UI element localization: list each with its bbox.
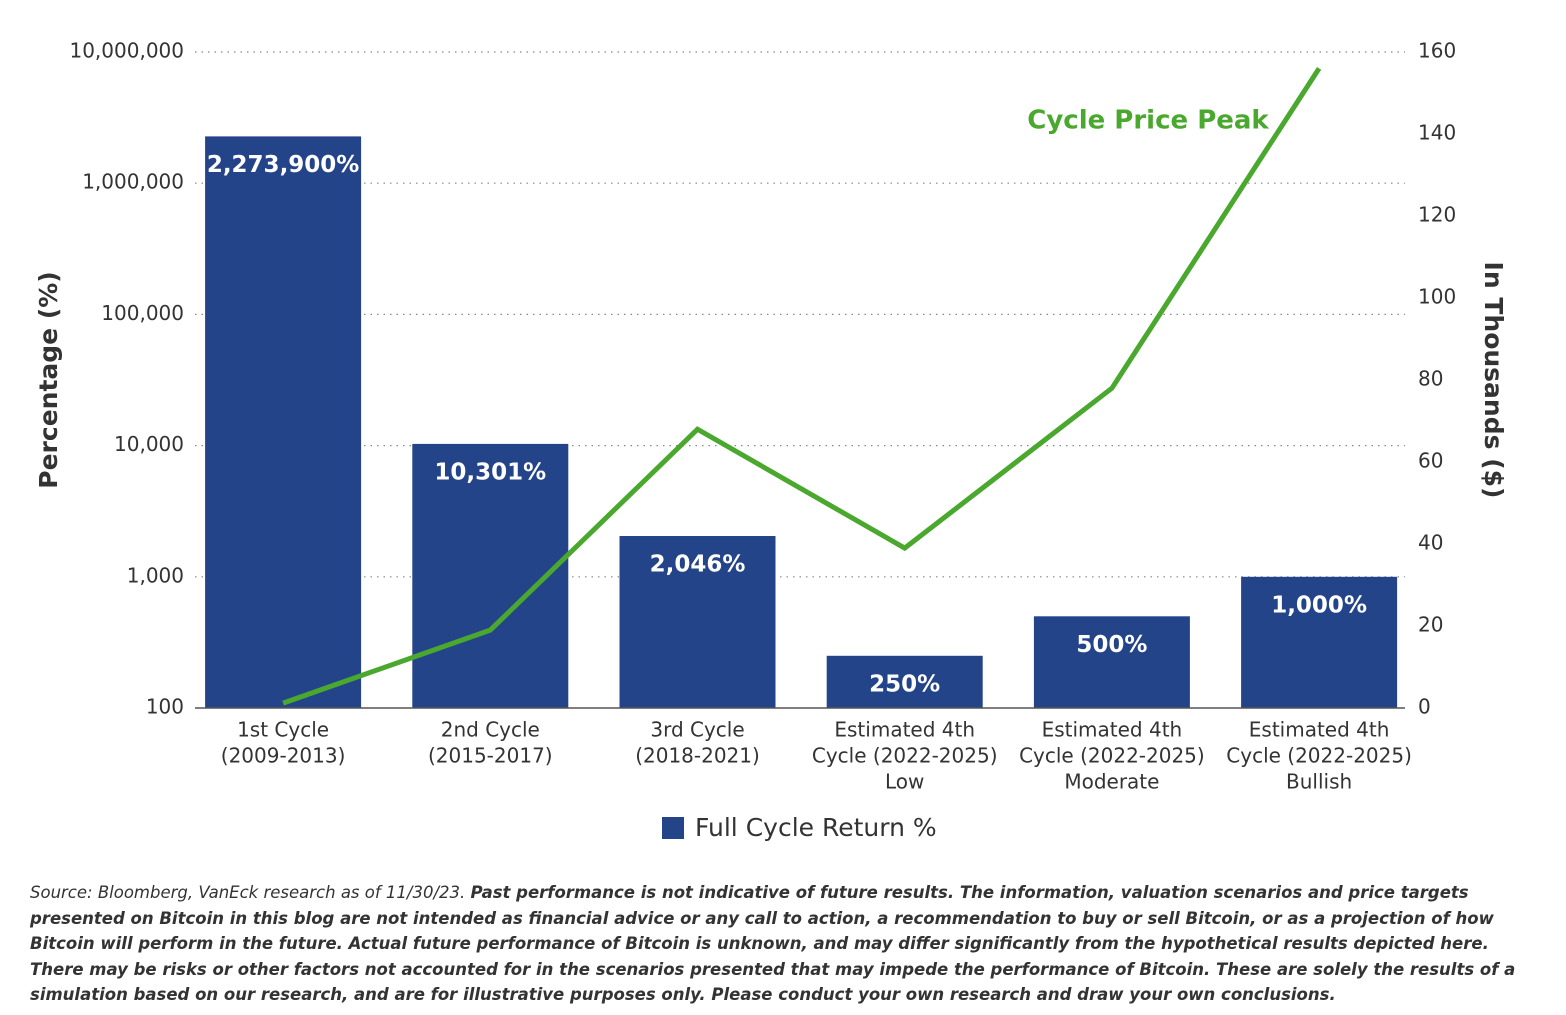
bar	[205, 136, 362, 708]
y-tick-label: 100,000	[101, 301, 184, 325]
x-tick-label: Estimated 4th	[1249, 718, 1390, 742]
line	[282, 67, 1322, 706]
y-tick-label: 1,000,000	[82, 170, 184, 194]
x-tick-label: 1st Cycle	[237, 718, 329, 742]
bar	[1241, 576, 1398, 708]
x-tick-label: Cycle (2022-2025)	[812, 744, 998, 768]
y2-tick-label: 120	[1418, 203, 1456, 227]
x-tick-label: Low	[885, 770, 924, 794]
bar	[619, 536, 776, 708]
legend-label: Full Cycle Return %	[695, 813, 937, 842]
line-label: Cycle Price Peak	[1027, 106, 1269, 136]
data-label: 1,000%	[1271, 592, 1367, 618]
data-label: 250%	[869, 671, 940, 697]
y2-tick-label: 140	[1418, 121, 1456, 145]
y2-tick-label: 160	[1418, 39, 1456, 63]
y2-tick-label: 100	[1418, 285, 1456, 309]
y-tick-label: 10,000	[114, 432, 184, 456]
y-tick-label: 100	[146, 695, 184, 719]
y2-tick-label: 0	[1418, 695, 1431, 719]
y-axis-title: Percentage (%)	[34, 271, 63, 488]
x-tick-label: 2nd Cycle	[441, 718, 540, 742]
x-tick-label: (2018-2021)	[635, 744, 760, 768]
y2-tick-label: 40	[1418, 531, 1443, 555]
x-tick-label: Cycle (2022-2025)	[1019, 744, 1205, 768]
data-label: 2,046%	[650, 552, 746, 578]
chart: Percentage (%) In Thousands ($) 100 1,000…	[34, 39, 1508, 843]
y-tick-label: 10,000,000	[69, 39, 184, 63]
y2-tick-label: 20	[1418, 613, 1443, 637]
y2-tick-label: 60	[1418, 449, 1443, 473]
x-tick-label: Bullish	[1286, 770, 1352, 794]
x-tick-label: Estimated 4th	[834, 718, 975, 742]
data-label: 2,273,900%	[207, 152, 360, 178]
footnote: Source: Bloomberg, VanEck research as of…	[30, 880, 1520, 1008]
x-tick-label: (2015-2017)	[428, 744, 553, 768]
y-tick-label: 1,000	[127, 563, 184, 587]
disclaimer: Past performance is not indicative of fu…	[30, 883, 1516, 1004]
source: Source: Bloomberg, VanEck research as of…	[30, 883, 466, 902]
x-tick-label: (2009-2013)	[221, 744, 346, 768]
x-tick-label: 3rd Cycle	[650, 718, 744, 742]
y2-tick-label: 80	[1418, 367, 1443, 391]
legend-swatch	[662, 817, 684, 839]
bar	[412, 443, 569, 708]
x-tick-label: Cycle (2022-2025)	[1226, 744, 1412, 768]
x-tick-label: Estimated 4th	[1042, 718, 1183, 742]
bar	[1033, 616, 1190, 708]
y2-axis-title: In Thousands ($)	[1479, 262, 1508, 499]
x-tick-label: Moderate	[1064, 770, 1159, 794]
data-label: 10,301%	[434, 459, 546, 485]
bar	[826, 655, 983, 708]
data-label: 500%	[1076, 632, 1147, 658]
